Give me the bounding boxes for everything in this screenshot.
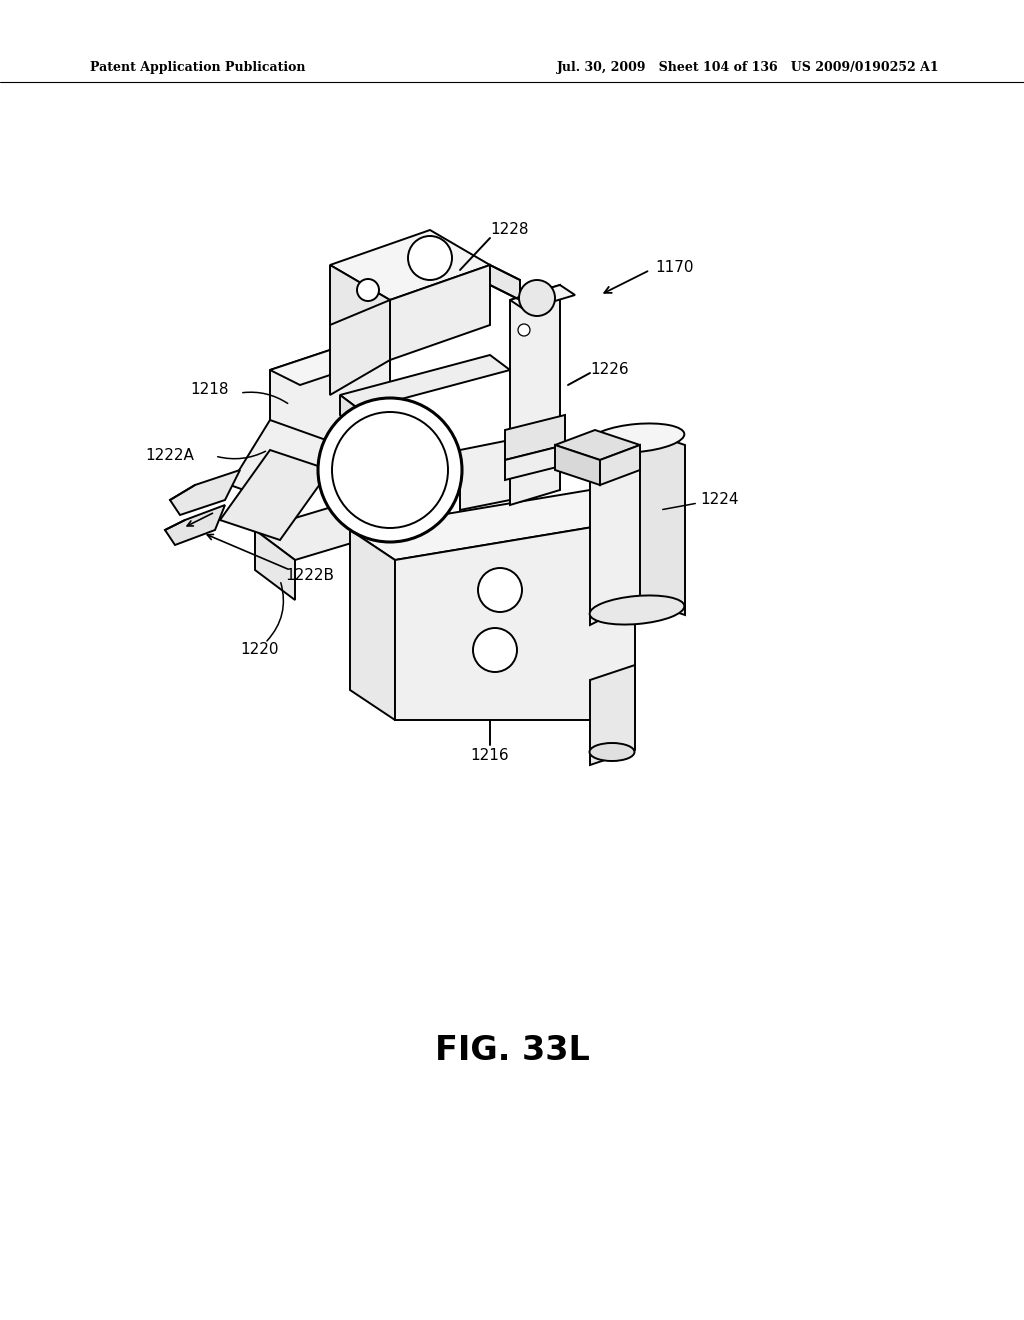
Polygon shape	[270, 330, 420, 385]
Polygon shape	[390, 265, 490, 360]
Text: 1224: 1224	[700, 492, 738, 507]
Polygon shape	[330, 230, 490, 300]
Polygon shape	[600, 445, 640, 484]
Polygon shape	[340, 395, 360, 430]
Text: 1222A: 1222A	[145, 447, 194, 462]
Polygon shape	[395, 520, 635, 719]
Polygon shape	[330, 300, 390, 395]
Ellipse shape	[590, 743, 635, 762]
Circle shape	[519, 280, 555, 315]
Polygon shape	[590, 430, 640, 624]
Polygon shape	[170, 470, 240, 515]
Polygon shape	[255, 500, 395, 560]
Polygon shape	[350, 531, 395, 719]
Text: 1170: 1170	[655, 260, 693, 276]
Polygon shape	[490, 265, 520, 300]
Polygon shape	[510, 285, 560, 506]
Polygon shape	[270, 330, 390, 480]
Ellipse shape	[590, 424, 684, 453]
Polygon shape	[590, 665, 635, 766]
Text: FIG. 33L: FIG. 33L	[434, 1034, 590, 1067]
Circle shape	[518, 323, 530, 337]
Circle shape	[357, 279, 379, 301]
Text: 1222B: 1222B	[285, 568, 334, 582]
Text: Patent Application Publication: Patent Application Publication	[90, 62, 305, 74]
Text: Jul. 30, 2009   Sheet 104 of 136   US 2009/0190252 A1: Jul. 30, 2009 Sheet 104 of 136 US 2009/0…	[557, 62, 940, 74]
Polygon shape	[510, 285, 575, 310]
Circle shape	[473, 628, 517, 672]
Circle shape	[478, 568, 522, 612]
Circle shape	[332, 412, 449, 528]
Polygon shape	[555, 430, 640, 459]
Polygon shape	[640, 430, 685, 615]
Polygon shape	[505, 445, 565, 480]
Polygon shape	[340, 355, 510, 411]
Polygon shape	[220, 450, 330, 540]
Polygon shape	[460, 440, 510, 510]
Polygon shape	[555, 445, 600, 484]
Text: 1220: 1220	[240, 643, 279, 657]
Polygon shape	[165, 506, 225, 545]
Circle shape	[408, 236, 452, 280]
Text: 1218: 1218	[190, 383, 228, 397]
Text: 1226: 1226	[590, 363, 629, 378]
Circle shape	[318, 399, 462, 543]
Text: 1228: 1228	[490, 223, 528, 238]
Polygon shape	[350, 490, 635, 560]
Ellipse shape	[590, 595, 684, 624]
Polygon shape	[330, 265, 390, 360]
Polygon shape	[230, 420, 340, 510]
Polygon shape	[505, 414, 565, 459]
Text: 1216: 1216	[471, 747, 509, 763]
Polygon shape	[255, 531, 295, 601]
